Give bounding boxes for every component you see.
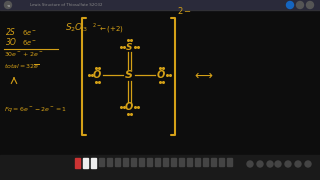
- Text: $6e^-$: $6e^-$: [22, 28, 37, 37]
- Text: Lewis Structure of Thiosulfate S2O32: Lewis Structure of Thiosulfate S2O32: [30, 3, 102, 7]
- Text: $S_2O_3$: $S_2O_3$: [65, 22, 88, 35]
- Text: $Fq = 6e^- - 2e^- = 1$: $Fq = 6e^- - 2e^- = 1$: [4, 105, 67, 114]
- Text: 3O: 3O: [6, 38, 17, 47]
- Bar: [91, 158, 96, 168]
- Text: S: S: [126, 42, 132, 51]
- Text: $2-$: $2-$: [177, 5, 192, 16]
- Bar: [139, 158, 144, 166]
- Text: S: S: [125, 70, 133, 80]
- Circle shape: [257, 161, 263, 167]
- Text: O: O: [93, 70, 101, 80]
- Bar: [219, 158, 224, 166]
- Bar: [227, 158, 232, 166]
- Bar: [179, 158, 184, 166]
- Text: $\longleftrightarrow$: $\longleftrightarrow$: [192, 69, 214, 82]
- Circle shape: [305, 161, 311, 167]
- Circle shape: [295, 161, 301, 167]
- Text: O: O: [125, 102, 133, 112]
- Text: O: O: [157, 70, 165, 80]
- Text: $30e^- + 2e^-$: $30e^- + 2e^-$: [4, 50, 44, 58]
- Bar: [155, 158, 160, 166]
- Bar: [99, 158, 104, 166]
- Bar: [0, 10, 320, 155]
- Bar: [0, 155, 320, 180]
- Circle shape: [267, 161, 273, 167]
- Bar: [123, 158, 128, 166]
- Circle shape: [247, 161, 253, 167]
- Circle shape: [285, 161, 291, 167]
- Bar: [187, 158, 192, 166]
- Bar: [83, 158, 88, 168]
- Bar: [211, 158, 216, 166]
- Bar: [203, 158, 208, 166]
- Bar: [147, 158, 152, 166]
- Circle shape: [275, 161, 281, 167]
- Text: $^{2-}$: $^{2-}$: [92, 22, 102, 28]
- Text: $total = 32\overline{e}$: $total = 32\overline{e}$: [4, 62, 40, 71]
- Text: $\leftarrow (+2)$: $\leftarrow (+2)$: [98, 24, 124, 34]
- Text: <: <: [6, 3, 10, 7]
- Bar: [171, 158, 176, 166]
- Bar: [0, 0, 320, 10]
- Bar: [163, 158, 168, 166]
- Bar: [195, 158, 200, 166]
- Circle shape: [286, 1, 293, 8]
- Bar: [75, 158, 80, 168]
- Circle shape: [307, 1, 314, 8]
- Bar: [107, 158, 112, 166]
- Circle shape: [297, 1, 303, 8]
- Circle shape: [4, 1, 12, 8]
- Bar: [115, 158, 120, 166]
- Text: $6e^-$: $6e^-$: [22, 38, 37, 47]
- Text: 2S: 2S: [6, 28, 16, 37]
- Bar: [131, 158, 136, 166]
